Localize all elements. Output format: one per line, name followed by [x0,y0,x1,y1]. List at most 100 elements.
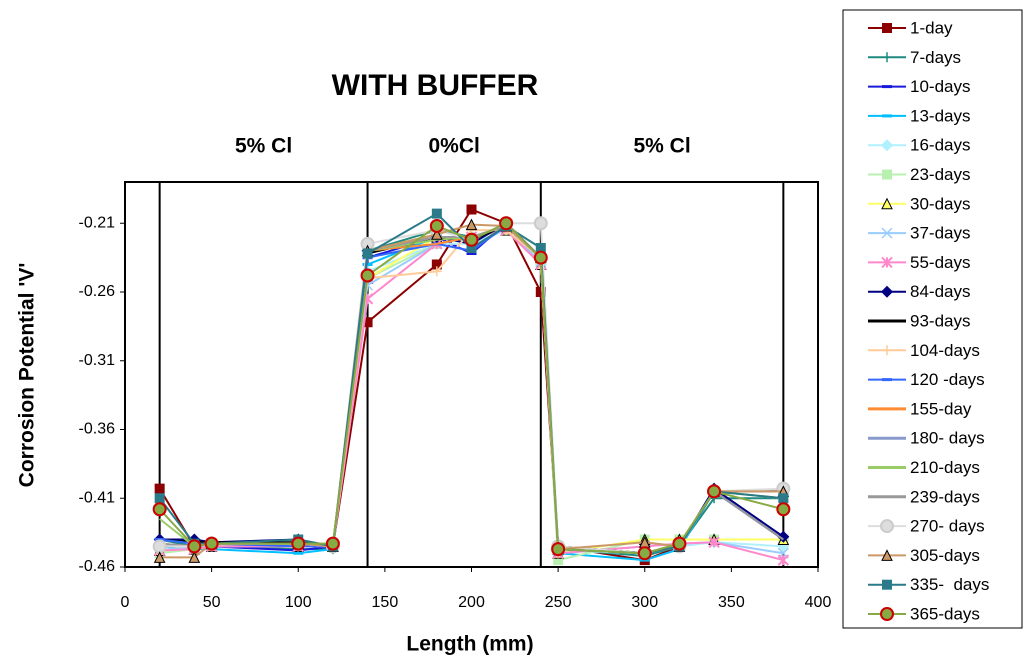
legend-label: 10-days [910,77,970,96]
marker [672,536,687,551]
marker [881,256,893,269]
marker [465,218,478,231]
marker [535,243,546,253]
legend-label: 30-days [910,194,970,213]
marker [708,536,720,548]
x-tick-label: 400 [805,594,832,611]
marker [431,266,442,277]
marker [154,493,165,504]
legend-label: 37-days [910,224,970,243]
legend-label: 7-days [910,48,961,67]
marker [153,551,166,563]
series-line [159,224,784,555]
marker [882,52,892,63]
legend-label: 305-days [910,546,980,565]
marker [881,139,893,152]
series-line [159,229,784,555]
series-line [159,229,784,555]
series-line [159,224,784,555]
marker [362,317,373,328]
x-tick-label: 300 [631,594,658,611]
marker [360,268,375,283]
series-line [158,208,784,562]
legend-label: 13-days [910,106,970,125]
series-line [159,224,784,555]
plot-frame [124,181,819,568]
marker [881,285,893,298]
marker [707,484,722,499]
series-line [159,228,784,562]
marker [291,536,306,551]
marker [204,536,219,551]
marker [777,554,790,566]
series-line [158,222,784,555]
marker [152,502,167,517]
marker [154,483,165,494]
region-label: 5% Cl [235,135,292,158]
series-line [159,222,784,555]
marker [881,549,893,561]
y-tick-label: -0.46 [79,558,116,575]
x-axis-label: Length (mm) [406,633,533,656]
y-axis-label: Corrosion Potential 'V' [16,263,39,488]
series-line [159,229,784,562]
series-line [159,229,784,562]
legend-label: 55-days [910,253,970,272]
series-line [159,224,784,555]
marker [882,345,892,356]
y-tick-label: -0.36 [79,421,116,438]
legend-label: 335- days [910,575,989,594]
series-line [159,229,784,558]
series-line [159,229,784,555]
series-line [159,221,784,555]
legend-label: 270- days [910,517,985,536]
marker [778,493,789,504]
series-line [159,223,784,559]
marker [533,216,548,231]
legend-label: 239-days [910,487,980,506]
x-tick-label: 100 [285,594,312,611]
marker [431,208,442,219]
series-line [159,228,784,555]
legend-label: 120 -days [910,370,985,389]
x-tick-label: 150 [372,594,399,611]
marker [880,607,894,621]
y-tick-label: -0.41 [79,489,116,506]
legend-box [842,9,1023,629]
legend-label: 180- days [910,429,985,448]
legend-label: 104-days [910,341,980,360]
y-tick-label: -0.31 [79,352,116,369]
marker [882,579,892,590]
series-line [158,212,784,555]
marker [776,502,791,517]
marker [187,539,202,554]
chart-title: WITH BUFFER [332,69,539,102]
marker [429,219,444,233]
legend-label: 1-day [910,18,953,37]
marker [881,197,893,210]
region-label: 5% Cl [633,135,690,158]
marker [882,23,892,33]
legend-label: 210-days [910,458,980,477]
legend-label: 365-days [910,604,980,623]
marker [882,169,892,180]
marker [881,227,893,239]
x-tick-label: 0 [121,594,130,611]
marker [637,546,652,561]
x-tick-label: 350 [718,594,745,611]
marker [499,216,514,231]
marker [777,530,790,543]
marker [466,204,477,215]
y-tick-label: -0.26 [79,283,116,300]
x-tick-label: 200 [458,594,485,611]
series-line [159,224,784,555]
marker [188,551,201,563]
legend-label: 93-days [910,311,970,330]
series-line [159,221,784,555]
legend-label: 16-days [910,136,970,155]
region-label: 0%Cl [428,135,479,158]
marker [551,542,566,557]
marker [535,287,546,297]
marker [152,539,167,554]
